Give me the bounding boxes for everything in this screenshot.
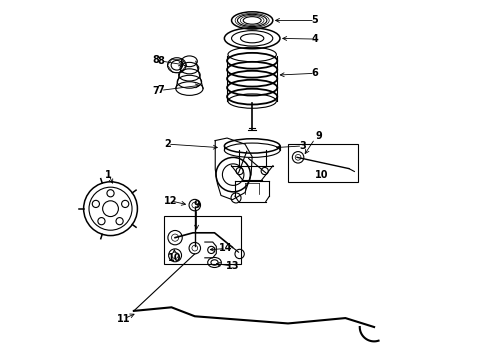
Text: 9: 9 — [193, 200, 200, 210]
Text: 7: 7 — [157, 85, 164, 95]
Text: 8: 8 — [152, 55, 159, 65]
Text: 14: 14 — [219, 243, 232, 253]
Text: 2: 2 — [165, 139, 172, 149]
Text: 5: 5 — [312, 15, 318, 26]
Text: 8: 8 — [157, 56, 164, 66]
Text: 1: 1 — [105, 170, 112, 180]
Text: 3: 3 — [299, 141, 306, 151]
Bar — [288, 144, 358, 182]
Text: 6: 6 — [312, 68, 318, 78]
Text: 10: 10 — [168, 253, 181, 263]
Text: 10: 10 — [316, 170, 329, 180]
Text: 7: 7 — [152, 86, 159, 96]
Text: 9: 9 — [315, 131, 322, 141]
Text: 11: 11 — [117, 314, 130, 324]
Text: 4: 4 — [312, 34, 318, 44]
Bar — [164, 216, 242, 264]
Text: 12: 12 — [164, 196, 177, 206]
Text: 13: 13 — [226, 261, 239, 271]
